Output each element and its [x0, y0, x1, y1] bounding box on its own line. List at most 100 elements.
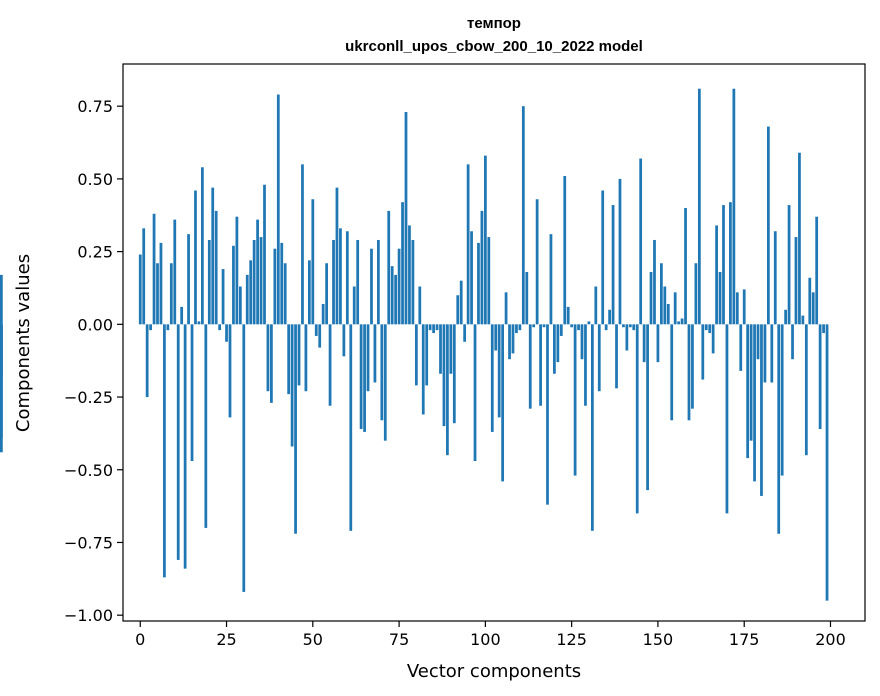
bar: [342, 324, 346, 357]
bar: [760, 324, 763, 496]
bar: [190, 324, 194, 462]
bar: [304, 324, 308, 392]
bar: [742, 289, 746, 325]
bar: [159, 242, 163, 325]
bar: [822, 324, 825, 334]
bar: [245, 274, 249, 325]
bar: [708, 324, 712, 334]
bar: [145, 324, 149, 398]
bar: [201, 167, 204, 325]
bar: [256, 219, 259, 325]
bar: [459, 280, 463, 325]
bar: [356, 239, 360, 325]
bar: [818, 324, 822, 430]
bar: [546, 324, 549, 505]
bar: [0, 274, 3, 325]
bar: [394, 274, 398, 325]
x-tick-label: 75: [389, 630, 409, 649]
bar: [318, 324, 322, 348]
bar: [411, 239, 415, 325]
bar: [266, 324, 270, 392]
bar: [242, 324, 246, 592]
bar: [377, 239, 380, 325]
bar: [418, 286, 422, 325]
bar: [477, 242, 480, 325]
bar: [442, 324, 446, 427]
bar: [218, 324, 222, 331]
bar: [508, 324, 511, 360]
bar: [349, 324, 353, 531]
x-tick-label: 100: [470, 630, 501, 649]
bar: [487, 237, 491, 325]
bar: [149, 324, 152, 331]
bar: [684, 207, 687, 325]
bar: [804, 324, 808, 456]
bar: [794, 237, 798, 325]
bar: [490, 324, 494, 432]
bar: [504, 292, 508, 325]
bar: [225, 324, 228, 342]
bar: [518, 324, 522, 331]
bar: [680, 318, 684, 325]
bar: [328, 324, 332, 406]
bar: [615, 324, 618, 389]
bar: [470, 231, 473, 325]
bar: [646, 324, 649, 491]
bar: [687, 324, 691, 421]
bar: [363, 324, 366, 432]
bar: [559, 324, 563, 336]
bar: [408, 225, 411, 325]
bar: [611, 205, 615, 325]
bar: [601, 190, 605, 325]
bar: [763, 324, 767, 383]
bar: [801, 315, 805, 325]
plot-area-frame: [122, 63, 866, 622]
bar: [263, 184, 266, 325]
bar: [428, 324, 432, 331]
bar: [729, 202, 732, 325]
bar: [808, 277, 812, 325]
bar: [352, 286, 356, 325]
bar: [380, 324, 384, 421]
bar: [273, 248, 277, 325]
bar: [421, 324, 425, 415]
bar: [635, 324, 639, 514]
bar: [697, 88, 701, 325]
bar: [770, 324, 774, 383]
y-tick-label: −0.50: [64, 461, 113, 480]
y-axis-ticks: 0.75 0.50 0.25 0.00 −0.25 −0.50 −0.75 −1.00: [64, 97, 123, 625]
bar: [176, 324, 180, 560]
bar: [383, 324, 387, 441]
bar: [670, 324, 674, 421]
bar: [501, 324, 505, 482]
bar: [373, 324, 377, 383]
bars-group: [0, 88, 829, 601]
bar: [0, 324, 3, 438]
bar: [276, 94, 280, 325]
bar: [390, 266, 394, 325]
bar: [307, 260, 311, 325]
bar: [642, 324, 646, 363]
y-tick-label: 0.00: [77, 315, 113, 334]
bar: [618, 178, 622, 325]
bar: [632, 324, 636, 331]
bar: [238, 286, 242, 325]
bar: [691, 324, 694, 409]
bar: [649, 271, 653, 325]
bar: [573, 324, 577, 476]
bar: [594, 286, 598, 325]
bar: [539, 324, 542, 406]
bar: [183, 324, 187, 569]
bar: [232, 245, 235, 325]
x-tick-label: 150: [643, 630, 674, 649]
bar: [280, 242, 284, 325]
bar: [811, 292, 815, 325]
bar: [463, 324, 467, 342]
bar: [294, 324, 297, 534]
bar: [704, 324, 708, 331]
bar: [660, 263, 663, 325]
bar: [511, 324, 515, 354]
bar: [404, 111, 408, 325]
